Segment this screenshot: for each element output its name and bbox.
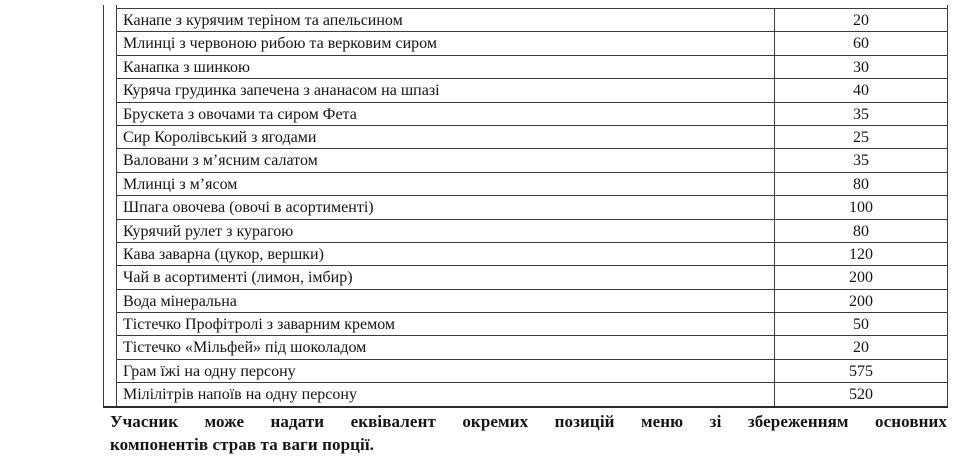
table-row: Валовани з м’ясним салатом 35	[117, 148, 947, 172]
table-row: Шпага овочева (овочі в асортименті) 100	[117, 195, 947, 219]
menu-item-quantity: 35	[853, 105, 869, 123]
menu-item-quantity: 25	[853, 128, 869, 146]
menu-item-quantity: 60	[853, 35, 869, 53]
table-rows: Канапе з курячим теріном та апельсином 2…	[117, 5, 948, 406]
menu-item-name: Курячий рулет з курагою	[117, 219, 775, 242]
menu-item-quantity: 20	[853, 339, 869, 357]
note-paragraph: Учасник може надати еквівалент окремих п…	[110, 410, 947, 456]
table-left-gutter-cell	[103, 5, 117, 406]
menu-item-quantity: 100	[849, 199, 873, 217]
menu-item-quantity: 50	[853, 316, 869, 334]
menu-item-name: Брускета з овочами та сиром Фета	[117, 102, 775, 125]
table-row: Канапе з курячим теріном та апельсином 2…	[117, 8, 947, 32]
menu-item-quantity: 120	[849, 245, 873, 263]
table-row: Канапка з шинкою 30	[117, 54, 947, 79]
note-line-2: компонентів страв та ваги порції.	[110, 435, 375, 454]
menu-item-name: Канапка з шинкою	[117, 55, 775, 79]
menu-item-name: Канапе з курячим теріном та апельсином	[117, 9, 775, 32]
menu-item-name: Кава заварна (цукор, вершки)	[117, 242, 775, 266]
menu-item-quantity: 40	[853, 82, 869, 100]
table-row: Тістечко Профітролі з заварним кремом 50	[117, 312, 947, 336]
table-row: Кава заварна (цукор, вершки) 120	[117, 241, 947, 266]
menu-item-quantity: 520	[849, 386, 873, 404]
menu-item-name: Куряча грудинка запечена з ананасом на ш…	[117, 79, 775, 102]
menu-item-quantity: 20	[853, 12, 869, 29]
menu-item-name: Грам їжі на одну персону	[117, 359, 775, 383]
menu-item-quantity: 575	[849, 362, 873, 380]
menu-item-name: Сир Королівський з ягодами	[117, 125, 775, 149]
table-row: Млинці з м’ясом 80	[117, 171, 947, 196]
menu-item-name: Мілілітрів напоїв на одну персону	[117, 383, 775, 406]
menu-item-name: Млинці з червоною рибою та верковим сиро…	[117, 32, 775, 55]
menu-item-quantity: 80	[853, 175, 869, 193]
table-row: Чай в асортименті (лимон, імбир) 200	[117, 265, 947, 289]
menu-item-name: Валовани з м’ясним салатом	[117, 149, 775, 172]
table-row: Тістечко «Мільфей» під шоколадом 20	[117, 335, 947, 359]
table-row: Курячий рулет з курагою 80	[117, 218, 947, 242]
menu-item-quantity: 35	[853, 152, 869, 170]
note-line-1: Учасник може надати еквівалент окремих п…	[110, 412, 947, 431]
menu-item-name: Чай в асортименті (лимон, імбир)	[117, 266, 775, 289]
menu-item-name: Шпага овочева (овочі в асортименті)	[117, 196, 775, 219]
menu-item-quantity: 200	[849, 292, 873, 310]
menu-item-name: Вода мінеральна	[117, 289, 775, 313]
menu-item-quantity: 30	[853, 58, 869, 76]
menu-item-name: Тістечко «Мільфей» під шоколадом	[117, 336, 775, 359]
table-row: Мілілітрів напоїв на одну персону 520	[117, 382, 947, 406]
menu-item-name: Млинці з м’ясом	[117, 172, 775, 196]
table-row: Млинці з червоною рибою та верковим сиро…	[117, 31, 947, 55]
table-row: Куряча грудинка запечена з ананасом на ш…	[117, 78, 947, 102]
table-row: Грам їжі на одну персону 575	[117, 358, 947, 383]
table-row: Брускета з овочами та сиром Фета 35	[117, 101, 947, 125]
menu-table: Канапе з курячим теріном та апельсином 2…	[103, 5, 948, 408]
table-row: Сир Королівський з ягодами 25	[117, 124, 947, 149]
menu-item-quantity: 200	[849, 269, 873, 287]
menu-item-quantity: 80	[853, 222, 869, 240]
table-row: Вода мінеральна 200	[117, 288, 947, 313]
menu-item-name: Тістечко Профітролі з заварним кремом	[117, 313, 775, 336]
